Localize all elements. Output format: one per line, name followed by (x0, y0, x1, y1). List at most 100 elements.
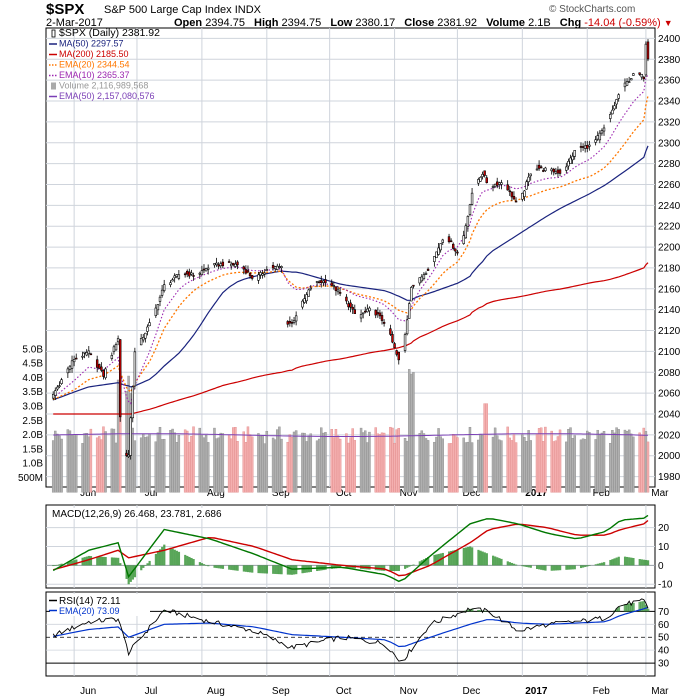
macd-hist-bar (433, 554, 436, 566)
candle-body (408, 303, 411, 319)
volume-bar (66, 429, 70, 493)
candle-body (169, 282, 172, 286)
volume-bar (307, 435, 310, 493)
macd-hist-bar (246, 565, 250, 573)
volume-bar (512, 434, 516, 493)
candle-body (158, 296, 162, 302)
x-tick-label: Nov (400, 686, 418, 697)
candle-body (617, 94, 620, 99)
volume-bar (320, 427, 323, 493)
macd-hist-bar (184, 554, 187, 566)
candle-body (483, 170, 486, 176)
candle-body (602, 127, 606, 132)
macd-hist-bar (567, 565, 570, 570)
macd-hist-bar (544, 565, 547, 571)
x-tick-label: Jun (80, 686, 96, 697)
volume-bar (579, 439, 583, 493)
volume-bar (615, 427, 618, 493)
candle-body (70, 360, 74, 369)
macd-hist-bar (60, 563, 63, 566)
candle-body (244, 269, 248, 274)
volume-bar (162, 438, 166, 493)
macd-hist-bar (66, 561, 70, 566)
macd-hist-bar (202, 564, 206, 566)
candle-body (571, 155, 574, 161)
candle-body (525, 181, 528, 190)
volume-bar (464, 442, 468, 493)
candle-body (435, 251, 438, 259)
candle-body (95, 359, 99, 368)
macd-hist-bar (397, 565, 400, 572)
macd-hist-bar (389, 565, 392, 572)
candle-body (638, 72, 641, 75)
volume-tick-label: 500M (18, 473, 43, 484)
candle-body (573, 150, 576, 157)
macd-hist-bar (272, 565, 275, 574)
candle-body (188, 271, 191, 277)
macd-hist-bar (494, 556, 497, 566)
macd-hist-bar (286, 565, 289, 575)
macd-hist-bar (217, 565, 220, 569)
volume-bar (125, 391, 128, 493)
candle-body (447, 236, 451, 243)
volume-bar (535, 434, 539, 493)
candle-body (133, 351, 137, 387)
candle-body (116, 338, 120, 343)
candle-body (148, 322, 151, 327)
volume-bar (349, 437, 352, 493)
candle-body (596, 135, 599, 140)
candle-body (598, 132, 602, 141)
candle-body (204, 268, 208, 272)
macd-hist-bar (456, 549, 459, 566)
rsi-ob-bar (630, 603, 633, 612)
candle-body (527, 176, 530, 182)
macd-hist-bar (215, 565, 218, 569)
volume-bar (495, 435, 499, 493)
volume-label: Volume (486, 17, 526, 29)
candle-body (309, 287, 313, 290)
volume-bar (359, 427, 363, 493)
candle-body (257, 274, 260, 281)
candle-body (640, 73, 643, 78)
candle-body (623, 82, 627, 88)
volume-bar (68, 430, 72, 493)
y-tick-label: 2140 (658, 305, 681, 316)
volume-bar (142, 433, 145, 493)
volume-bar (288, 434, 292, 493)
change-value: -14.04 (-0.59%) (584, 17, 661, 29)
rsi-ob-bar (483, 610, 487, 612)
candle-body (230, 263, 233, 267)
macd-hist-bar (600, 562, 604, 566)
volume-bar (250, 436, 254, 493)
volume-ema50-line (53, 433, 649, 437)
volume-bar (83, 433, 86, 493)
rsi-ob-bar (470, 609, 474, 612)
y-tick-label: 2180 (658, 263, 681, 274)
macd-hist-bar (630, 557, 633, 566)
candle-body (119, 339, 122, 418)
volume-bar (439, 436, 442, 493)
macd-hist-bar (265, 565, 269, 574)
macd-hist-bar (508, 562, 511, 566)
legend-entry: MA(200) 2185.50 (59, 49, 129, 59)
price-panel-frame (45, 27, 656, 488)
macd-hist-bar (339, 565, 342, 568)
candle-body (554, 171, 558, 174)
macd-hist-bar (104, 557, 107, 566)
candle-body (470, 192, 474, 205)
open-label: Open (174, 17, 203, 29)
volume-bar (500, 440, 503, 493)
macd-hist-bar (642, 559, 646, 566)
volume-bar (221, 433, 225, 493)
volume-bar (437, 428, 440, 493)
macd-hist-bar (613, 558, 616, 566)
macd-hist-bar (615, 557, 618, 566)
volume-bar (89, 428, 93, 493)
high-value: 2394.75 (281, 17, 322, 29)
x-tick-label: Dec (463, 488, 481, 499)
candle-body (276, 265, 279, 270)
legend-entry: MA(50) 2297.57 (59, 39, 124, 49)
candle-body (456, 251, 459, 254)
volume-bar (227, 434, 231, 493)
candle-body (324, 279, 327, 284)
